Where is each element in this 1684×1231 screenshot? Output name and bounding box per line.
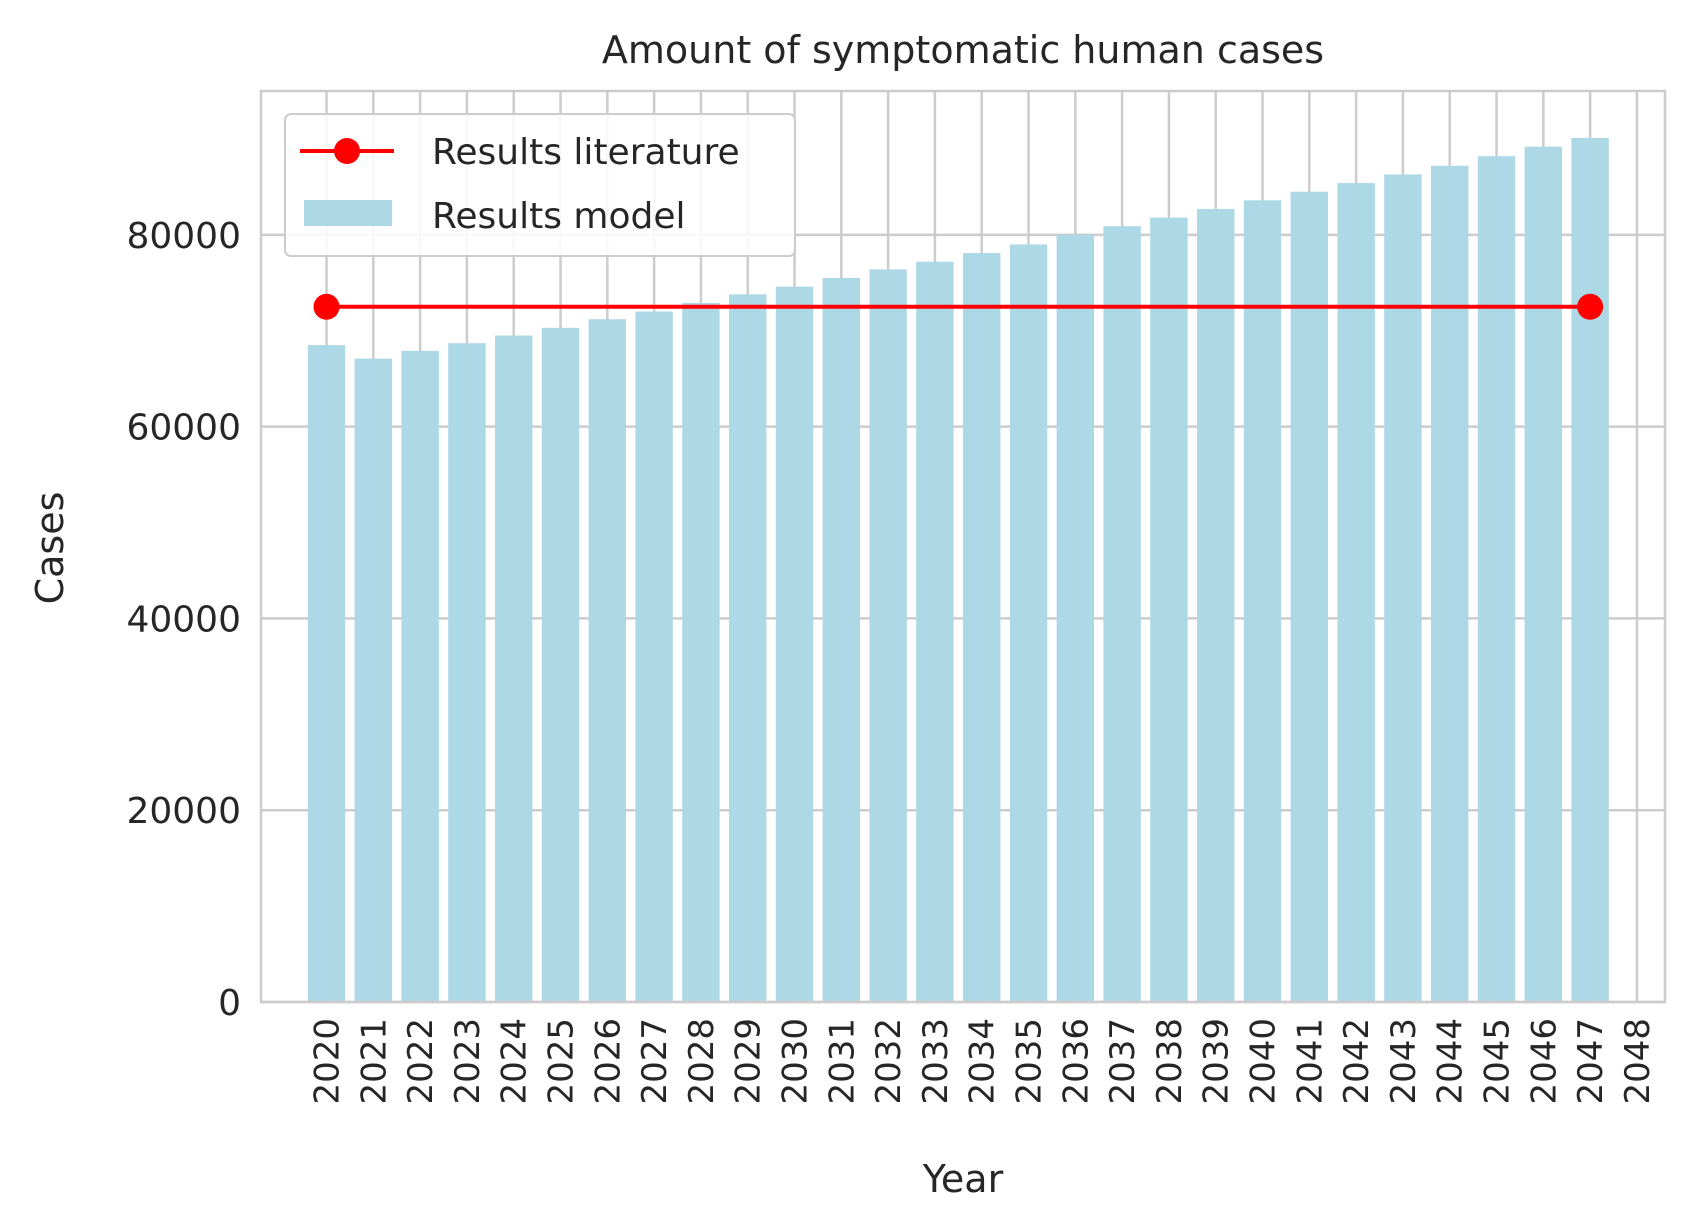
y-tick-label: 40000 bbox=[126, 599, 241, 640]
bar-2040 bbox=[1243, 200, 1282, 1002]
x-tick-label: 2022 bbox=[401, 1018, 441, 1105]
bar-2035 bbox=[1009, 244, 1048, 1002]
bar-2032 bbox=[869, 269, 907, 1002]
bar-2022 bbox=[401, 350, 439, 1002]
y-tick-label: 60000 bbox=[126, 408, 241, 449]
x-tick-label: 2045 bbox=[1478, 1018, 1518, 1105]
x-tick-label: 2043 bbox=[1384, 1018, 1424, 1105]
x-tick-label: 2023 bbox=[448, 1018, 488, 1105]
bar-2020 bbox=[307, 345, 346, 1002]
x-tick-label: 2042 bbox=[1337, 1018, 1377, 1105]
x-tick-label: 2046 bbox=[1524, 1018, 1564, 1105]
bar-2042 bbox=[1337, 183, 1375, 1002]
x-tick-label: 2044 bbox=[1431, 1018, 1471, 1105]
bar-2037 bbox=[1103, 226, 1141, 1003]
x-tick-label: 2031 bbox=[822, 1018, 862, 1105]
legend-bar-swatch bbox=[304, 200, 392, 226]
legend-box bbox=[284, 113, 796, 257]
x-tick-label: 2039 bbox=[1197, 1018, 1237, 1105]
y-tick-labels: 0 20000 40000 60000 80000 bbox=[126, 216, 241, 1024]
bar-2021 bbox=[354, 358, 393, 1002]
y-tick-label: 80000 bbox=[126, 216, 241, 257]
bar-2026 bbox=[588, 319, 627, 1002]
x-tick-label: 2027 bbox=[635, 1018, 675, 1105]
y-tick-label: 20000 bbox=[126, 791, 241, 832]
bar-2025 bbox=[541, 327, 580, 1002]
legend-label-model: Results model bbox=[432, 196, 686, 237]
bar-2047 bbox=[1571, 137, 1609, 1003]
x-axis-label: Year bbox=[922, 1157, 1004, 1201]
bar-2029 bbox=[729, 294, 767, 1002]
bar-2027 bbox=[635, 311, 673, 1003]
x-tick-label: 2036 bbox=[1056, 1018, 1096, 1105]
x-tick-label: 2033 bbox=[916, 1018, 956, 1105]
x-tick-label: 2048 bbox=[1618, 1018, 1658, 1105]
y-tick-label: 0 bbox=[218, 983, 241, 1024]
bar-2046 bbox=[1524, 146, 1563, 1002]
bar-2045 bbox=[1477, 156, 1516, 1002]
bar-2033 bbox=[916, 261, 954, 1002]
x-tick-label: 2040 bbox=[1244, 1018, 1284, 1105]
bar-2034 bbox=[963, 253, 1001, 1002]
x-tick-label: 2035 bbox=[1010, 1018, 1050, 1105]
x-tick-label: 2028 bbox=[682, 1018, 722, 1105]
x-tick-label: 2021 bbox=[354, 1018, 394, 1105]
x-tick-label: 2025 bbox=[542, 1018, 582, 1105]
bar-2043 bbox=[1384, 174, 1422, 1003]
line-series bbox=[313, 293, 1604, 320]
x-tick-label: 2047 bbox=[1571, 1018, 1611, 1105]
legend: Results literature Results model bbox=[284, 113, 796, 257]
legend-marker-swatch bbox=[334, 138, 360, 164]
bar-2030 bbox=[775, 286, 814, 1003]
bar-2031 bbox=[822, 277, 861, 1002]
bar-2023 bbox=[448, 343, 486, 1003]
bar-2038 bbox=[1150, 217, 1188, 1002]
x-tick-label: 2037 bbox=[1103, 1018, 1143, 1105]
bar-2024 bbox=[495, 335, 533, 1002]
x-tick-label: 2020 bbox=[308, 1018, 348, 1105]
x-tick-label: 2024 bbox=[495, 1018, 535, 1105]
x-tick-label: 2026 bbox=[588, 1018, 628, 1105]
bar-2036 bbox=[1056, 234, 1095, 1002]
bar-2028 bbox=[682, 302, 720, 1002]
bar-2041 bbox=[1290, 191, 1329, 1003]
bar-2044 bbox=[1431, 165, 1469, 1002]
x-tick-label: 2032 bbox=[869, 1018, 909, 1105]
x-tick-label: 2041 bbox=[1290, 1018, 1330, 1105]
x-tick-label: 2038 bbox=[1150, 1018, 1190, 1105]
x-tick-label: 2030 bbox=[776, 1018, 816, 1105]
chart-title: Amount of symptomatic human cases bbox=[602, 28, 1324, 72]
literature-point-2020 bbox=[313, 293, 340, 320]
bars bbox=[307, 137, 1609, 1003]
legend-label-literature: Results literature bbox=[432, 132, 740, 173]
plot-frame bbox=[259, 89, 1667, 1004]
bar-2039 bbox=[1197, 208, 1235, 1002]
y-axis-label: Cases bbox=[28, 492, 72, 605]
x-tick-labels: 2020 2021 2022 2023 2024 2025 2026 2027 2028 2029… bbox=[308, 1018, 1658, 1105]
x-tick-label: 2034 bbox=[963, 1018, 1003, 1105]
x-tick-label: 2029 bbox=[729, 1018, 769, 1105]
literature-point-2047 bbox=[1577, 293, 1604, 320]
